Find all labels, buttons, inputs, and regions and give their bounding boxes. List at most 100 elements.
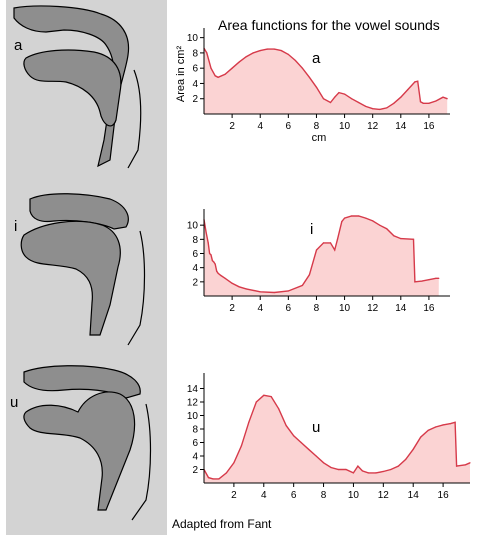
area-fill-a [204,48,448,114]
data-point-a-37 [428,102,430,104]
data-point-u-23 [361,470,363,472]
y-axis-label: Area in cm² [175,46,187,103]
tract-i-upper [29,193,129,230]
data-point-u-34 [442,424,444,426]
x-axis-label: cm [312,132,327,144]
data-point-u-22 [357,465,359,467]
data-point-i-14 [245,288,247,290]
data-point-a-10 [259,50,261,52]
y-tick-label: 10 [187,33,199,44]
data-point-a-15 [294,59,296,62]
data-point-u-12 [285,425,287,427]
y-tick-label: 2 [192,277,198,288]
area-fill-i [204,216,439,296]
data-point-i-2 [207,242,209,244]
y-tick-label: 4 [192,263,198,274]
data-point-i-26 [344,217,346,219]
data-point-i-17 [287,290,289,292]
data-point-i-10 [220,274,222,277]
data-point-u-3 [218,478,220,480]
data-point-a-39 [442,96,444,98]
tract-u-tongue [23,391,136,511]
data-point-u-8 [255,401,257,403]
data-point-u-27 [390,468,392,471]
area-fill-u [204,395,470,483]
data-point-i-32 [386,228,388,230]
data-point-u-7 [248,421,250,423]
chart-u: 2 4 6 8 10 12 14 16 2 4 6 8 10 12 14 u [187,373,471,501]
x-tick-label: 6 [291,490,297,501]
data-point-a-19 [322,98,325,100]
data-point-i-31 [379,224,381,226]
vowel-label-i: i [14,218,18,235]
data-point-i-36 [414,281,416,283]
data-point-u-11 [278,408,280,410]
data-point-a-21 [334,96,336,98]
data-point-a-16 [301,67,303,69]
data-point-i-30 [372,220,374,222]
data-point-u-38 [464,464,467,466]
tract-u-back [131,403,152,521]
data-point-u-31 [420,436,422,438]
x-tick-label: 12 [378,490,390,501]
data-point-u-25 [375,472,377,474]
x-tick-label: 4 [261,490,267,501]
data-point-a-40 [446,98,448,100]
data-point-a-17 [308,76,310,78]
x-tick-label: 2 [231,490,237,501]
y-tick-label: 12 [187,398,199,409]
data-point-a-25 [358,101,360,104]
y-tick-label: 4 [192,79,198,90]
x-tick-label: 12 [367,303,379,314]
data-point-u-14 [300,441,302,444]
data-point-u-30 [412,448,414,450]
y-tick-label: 10 [187,411,199,422]
data-point-u-24 [367,472,369,474]
data-point-a-26 [365,105,367,107]
x-tick-label: 2 [229,121,235,132]
vowel-label-u: u [10,394,19,411]
x-tick-label: 10 [339,303,351,314]
data-point-i-7 [214,263,216,265]
data-point-a-23 [344,93,346,95]
x-tick-label: 8 [314,121,320,132]
data-point-i-5 [211,260,213,262]
x-tick-label: 16 [423,121,435,132]
data-point-u-17 [323,462,325,464]
data-point-u-19 [337,468,340,471]
data-point-i-12 [231,282,233,284]
data-point-u-5 [233,462,235,464]
y-tick-label: 8 [192,425,198,436]
series-label-u: u [312,419,320,436]
data-point-i-4 [210,254,212,256]
data-point-i-23 [334,249,336,251]
data-point-u-1 [207,477,210,479]
chart-a: 2 4 6 8 10 12 14 16 2 4 6 8 10 a cm Area in cm² [175,28,450,144]
data-point-i-18 [301,284,303,286]
data-point-a-35 [419,101,422,103]
chart-i: 2 4 6 8 10 12 14 16 2 4 6 8 10 i [187,209,450,314]
data-point-a-12 [273,48,275,50]
x-tick-label: 4 [257,303,263,314]
x-tick-label: 10 [348,490,360,501]
data-point-a-13 [280,50,282,52]
data-point-u-13 [293,435,295,437]
data-point-a-18 [315,86,318,88]
data-point-u-9 [263,394,265,396]
data-point-u-28 [397,465,399,467]
data-point-a-6 [231,67,233,69]
x-tick-label: 14 [395,303,407,314]
data-point-a-14 [287,53,289,56]
x-tick-label: 2 [229,303,235,314]
vocal-tract-panel: a i u [6,0,167,535]
data-point-i-35 [412,238,415,240]
data-point-u-15 [308,448,310,450]
data-point-i-22 [329,242,332,244]
y-tick-label: 6 [192,64,198,75]
x-tick-label: 8 [314,303,320,314]
data-point-i-19 [308,274,310,276]
x-tick-label: 10 [339,121,351,132]
figure-title: Area functions for the vowel sounds [218,17,440,33]
data-point-a-3 [214,75,216,77]
